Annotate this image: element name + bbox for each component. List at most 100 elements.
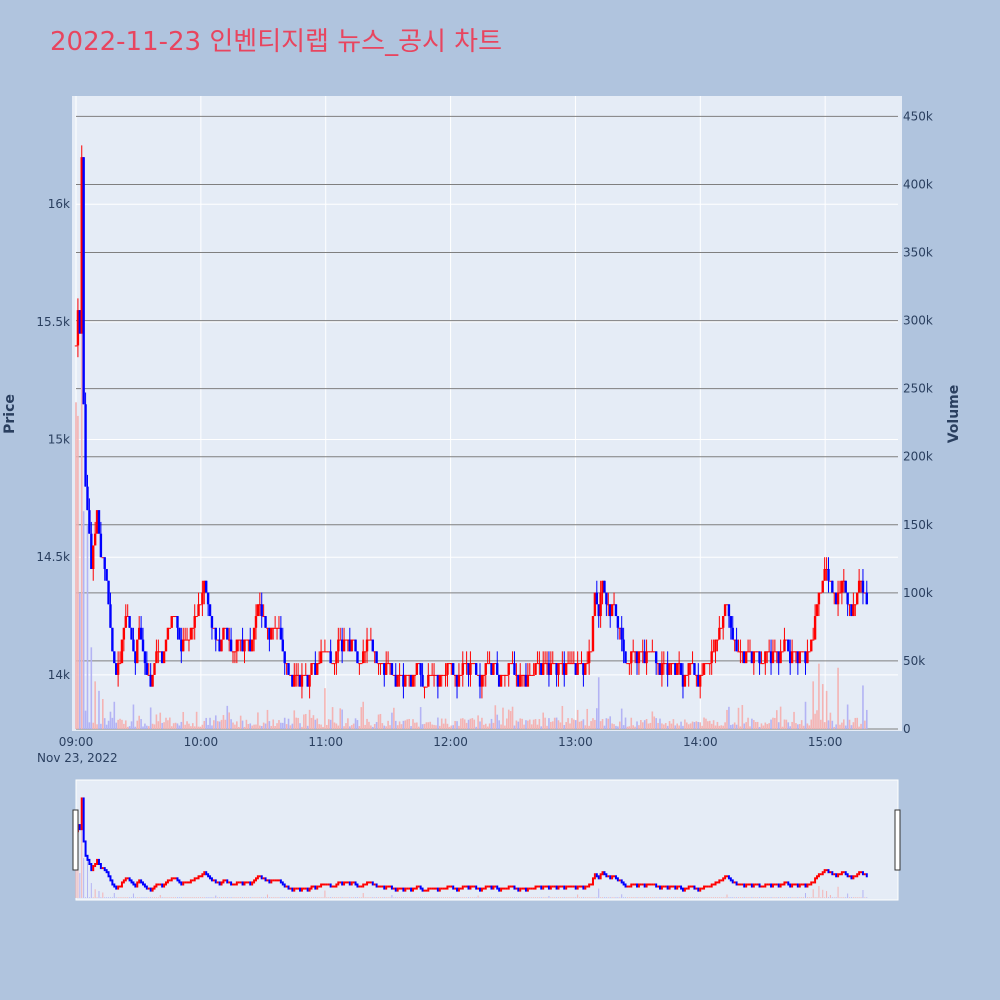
candle-body — [82, 157, 85, 405]
candle-body — [746, 651, 750, 653]
volume-bar — [720, 725, 723, 729]
volume-bar — [425, 722, 428, 729]
candle-body — [384, 663, 388, 675]
volume-bar — [450, 725, 453, 729]
volume-bar — [854, 717, 857, 729]
time-tick-label: 10:00 — [184, 735, 219, 749]
candle-body — [415, 663, 419, 675]
range-slider-right-handle[interactable] — [894, 809, 901, 871]
candle-body — [718, 627, 721, 640]
candle-body — [783, 639, 786, 652]
volume-bar — [475, 726, 477, 729]
candle-body — [354, 639, 357, 652]
y-axis-title: Price — [2, 394, 18, 434]
time-tick-label: 13:00 — [558, 735, 593, 749]
candle-body — [758, 651, 761, 664]
volume-bar — [191, 723, 194, 729]
candle-body — [105, 568, 108, 581]
volume-bar — [536, 724, 539, 729]
candle-body — [298, 674, 302, 687]
candle-body — [587, 651, 591, 664]
volume-bar — [555, 717, 558, 729]
volume-bar — [490, 718, 493, 729]
candle-body — [160, 651, 164, 664]
volume-bar — [471, 718, 474, 729]
volume-bar — [716, 721, 719, 729]
candle-body — [302, 674, 306, 676]
volume-bar — [126, 726, 129, 729]
candle-body — [735, 639, 738, 652]
candle-body — [316, 663, 319, 675]
candle-body — [317, 663, 321, 665]
candle-body — [97, 510, 101, 534]
range-slider[interactable] — [75, 779, 899, 901]
candle-body — [503, 674, 507, 676]
volume-bar — [354, 718, 357, 729]
volume-bar — [693, 722, 696, 729]
volume-bar — [626, 726, 629, 729]
volume-bar — [389, 725, 391, 729]
candle-body — [823, 568, 826, 581]
volume-bar — [79, 592, 81, 729]
candle-body — [337, 639, 340, 652]
candle-body — [566, 663, 570, 665]
volume-bar — [394, 720, 397, 729]
volume-bar — [440, 718, 443, 729]
candle-body — [817, 592, 821, 605]
candle-body — [787, 639, 790, 652]
candle-body — [513, 663, 516, 675]
candle-body — [185, 639, 189, 641]
candle-body — [340, 639, 344, 652]
candle-body — [172, 616, 175, 618]
candle-body — [333, 663, 336, 665]
candle-body — [461, 663, 464, 675]
volume-bar — [574, 720, 577, 729]
candle-body — [473, 663, 476, 665]
candle-body — [388, 663, 392, 665]
candle-body — [84, 404, 87, 487]
volume-bar — [205, 717, 208, 729]
volume-bar — [170, 726, 173, 729]
volume-tick-label: 150k — [903, 518, 933, 532]
plot-area[interactable] — [72, 96, 902, 731]
candle-body — [775, 651, 778, 653]
volume-bar — [130, 721, 133, 729]
candle-body — [693, 663, 696, 675]
candle-body — [314, 663, 317, 675]
volume-bar — [550, 721, 552, 729]
candle-body — [762, 663, 765, 665]
volume-bar — [502, 707, 504, 729]
volume-bar — [347, 718, 349, 729]
volume-bar — [259, 725, 261, 729]
candle-body — [423, 686, 426, 688]
candle-body — [616, 616, 620, 628]
candle-body — [128, 616, 131, 628]
candle-body — [95, 510, 99, 534]
volume-bar — [410, 726, 412, 729]
candle-body — [275, 627, 279, 629]
volume-bar — [653, 716, 656, 729]
volume-bar — [333, 722, 336, 729]
candle-body — [800, 651, 803, 653]
candle-body — [430, 674, 434, 676]
candle-body — [360, 663, 363, 665]
candle-body — [490, 663, 493, 675]
volume-bar — [775, 710, 778, 729]
candle-body — [289, 674, 292, 676]
volume-bar — [498, 720, 500, 729]
volume-bar — [749, 726, 751, 729]
candle-body — [773, 651, 777, 653]
candle-body — [375, 651, 378, 664]
volume-bar — [379, 713, 382, 729]
volume-bar — [741, 705, 744, 729]
range-slider-left-handle[interactable] — [72, 809, 79, 871]
volume-bar — [109, 711, 112, 729]
volume-bar — [846, 704, 849, 729]
candle-body — [662, 663, 666, 665]
candle-body — [603, 580, 606, 593]
candle-body — [76, 310, 80, 346]
candle-body — [511, 663, 514, 665]
candle-body — [241, 639, 244, 652]
candle-body — [706, 663, 710, 665]
candle-body — [840, 580, 844, 593]
